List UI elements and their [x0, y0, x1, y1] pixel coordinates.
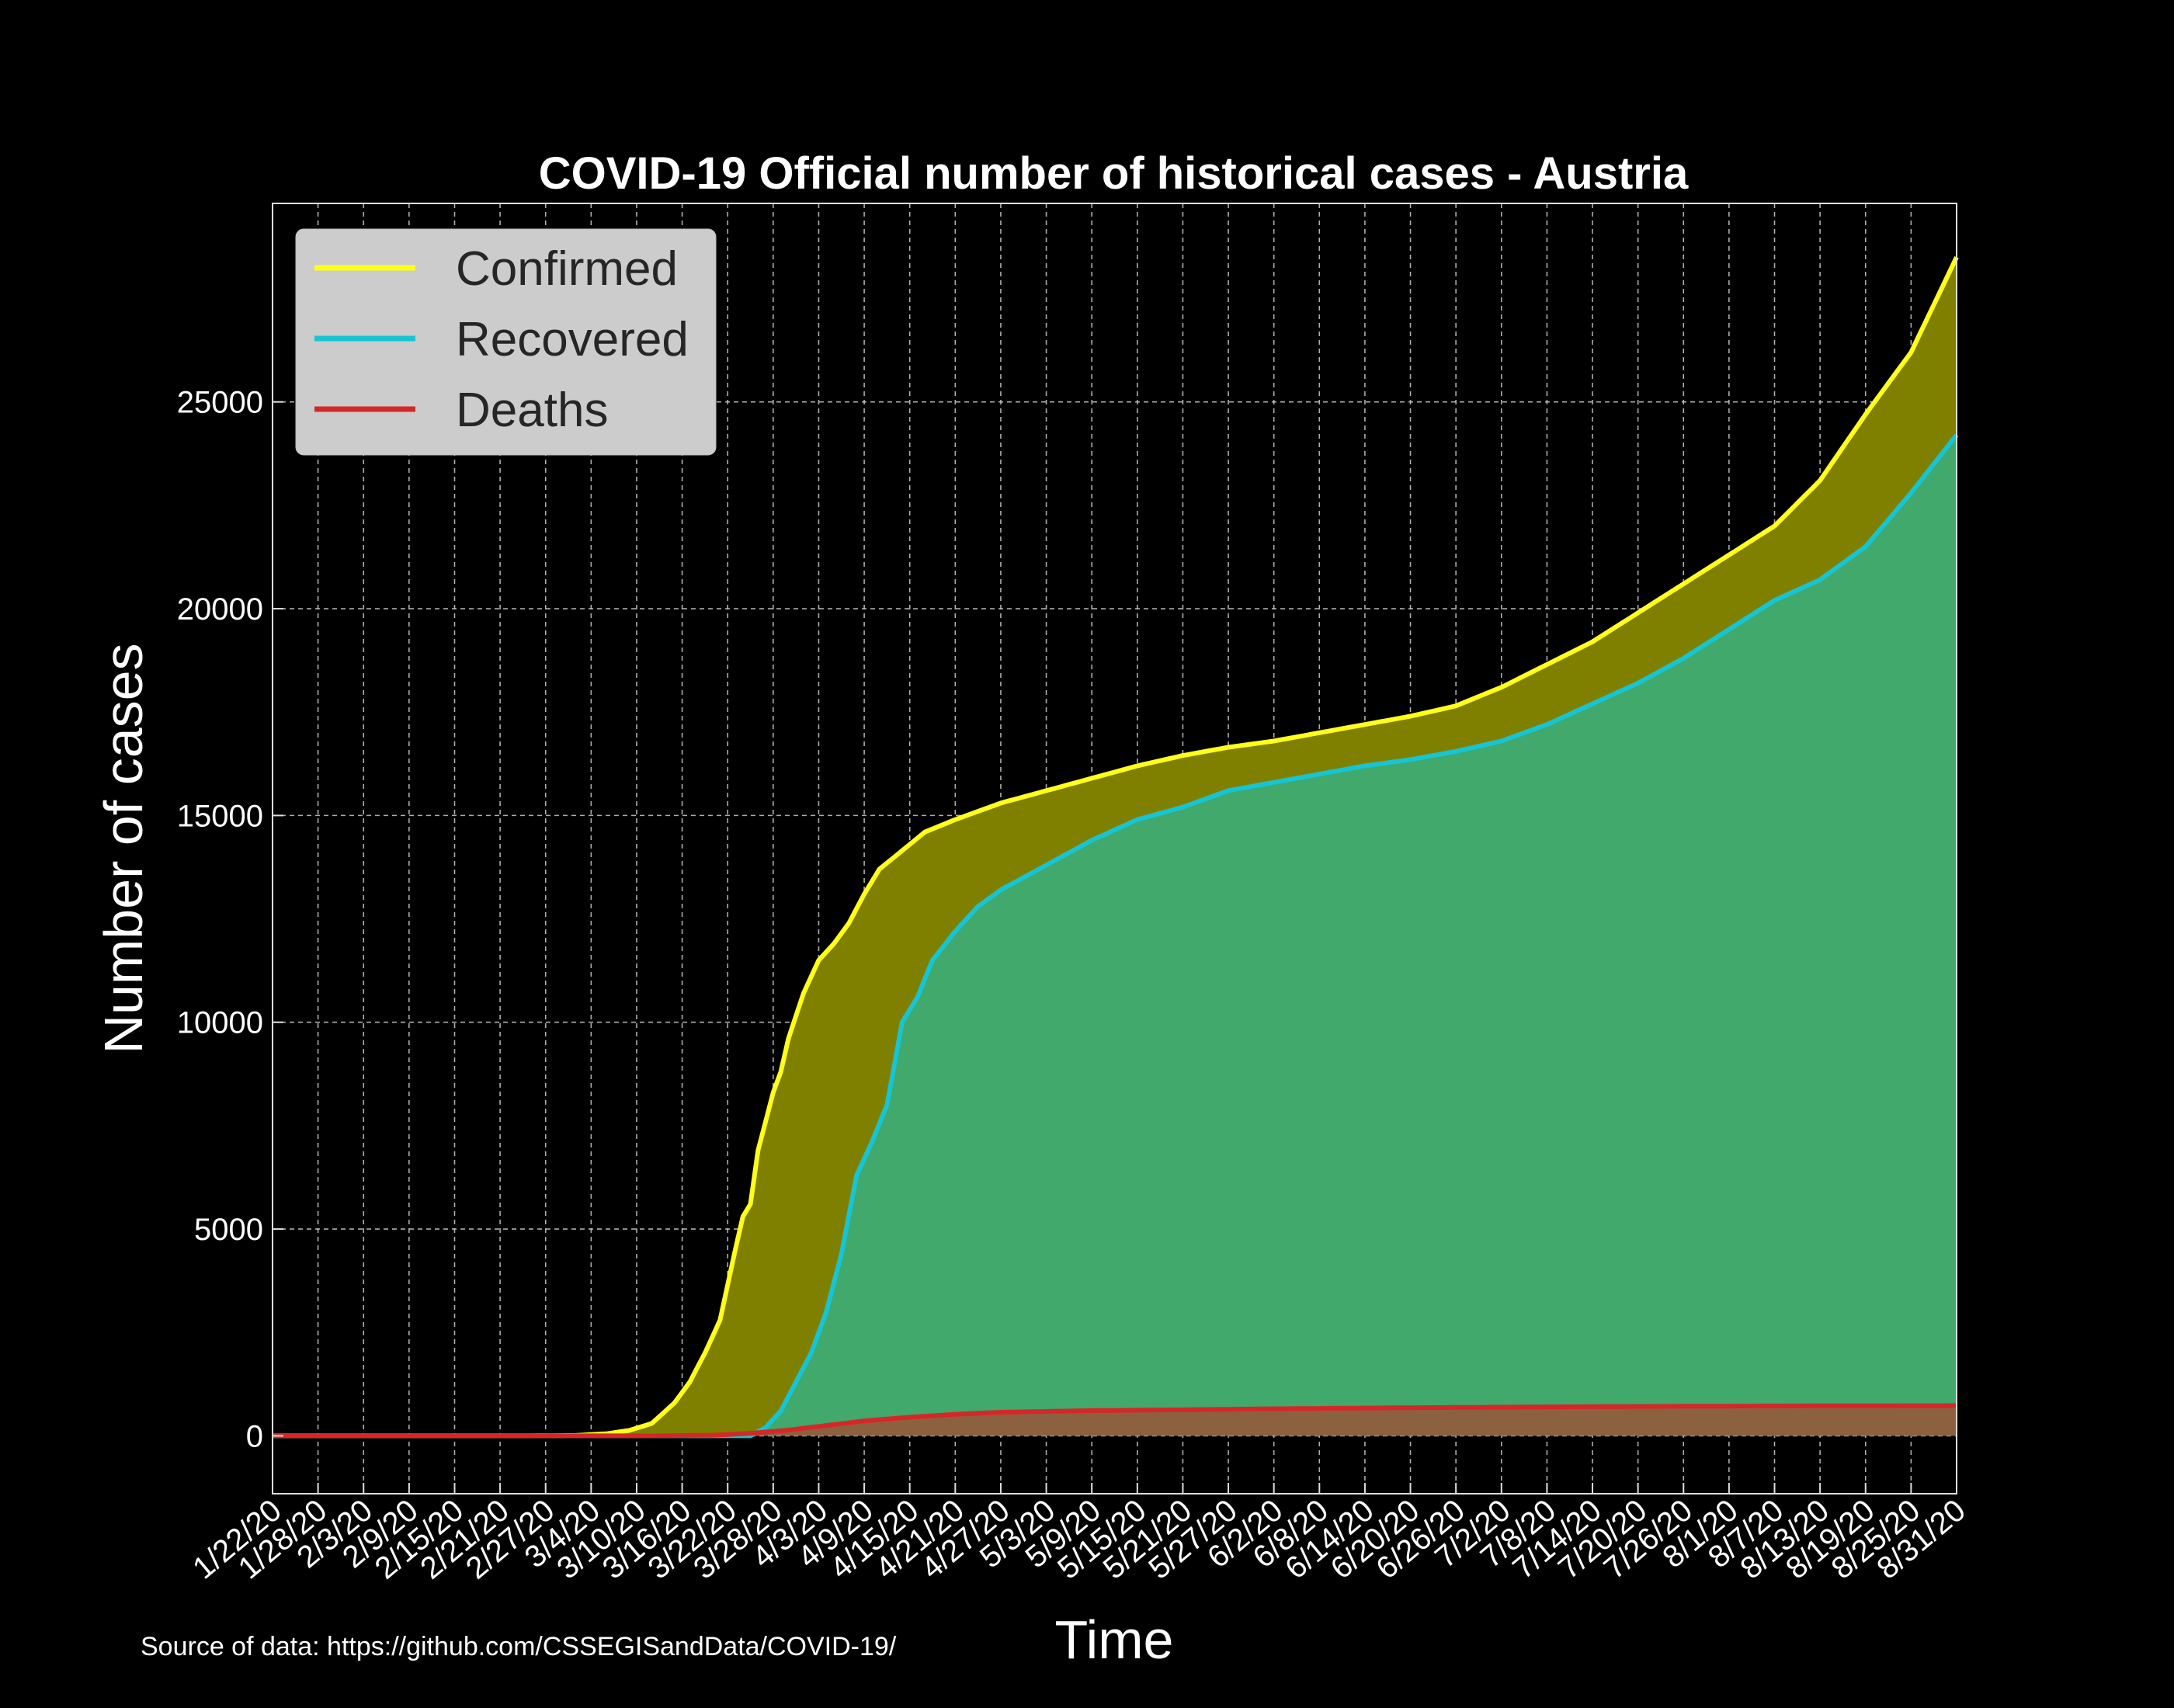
series-lines [273, 256, 1959, 1439]
x-axis-label: Time [1055, 1609, 1174, 1670]
deaths-area [273, 1405, 1957, 1436]
deaths-line [273, 1403, 1957, 1439]
legend-label: Deaths [456, 384, 608, 437]
y-tick-label: 20000 [177, 592, 263, 627]
y-tick-label: 25000 [177, 386, 263, 420]
y-axis-ticks: 0 5000 10000 15000 20000 25000 [177, 386, 283, 1453]
source-note: Source of data: https://github.com/CSSEG… [141, 1632, 897, 1661]
plot-frame [272, 203, 1957, 1494]
legend-label: Confirmed [456, 242, 678, 296]
chart-title: COVID-19 Official number of historical c… [539, 148, 1689, 199]
legend: Confirmed Recovered Deaths [295, 228, 717, 456]
series-areas [273, 257, 1957, 1436]
y-axis-label: Number of cases [93, 643, 154, 1054]
legend-box [295, 228, 717, 456]
y-tick-label: 10000 [177, 1006, 263, 1040]
legend-label: Recovered [456, 313, 689, 366]
y-tick-label: 15000 [177, 799, 263, 833]
y-tick-label: 5000 [194, 1213, 263, 1247]
recovered-area [273, 435, 1957, 1436]
y-tick-label: 0 [246, 1419, 263, 1453]
